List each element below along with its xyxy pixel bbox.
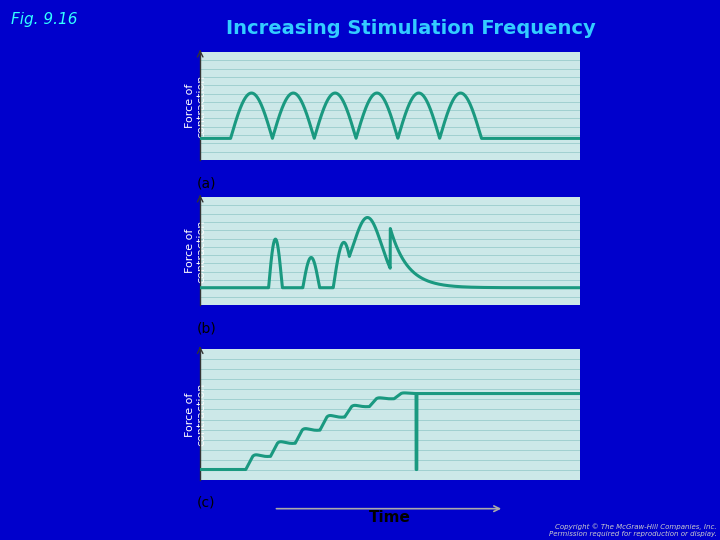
Text: Increasing Stimulation Frequency: Increasing Stimulation Frequency [225, 19, 595, 38]
Y-axis label: Force of
contraction: Force of contraction [185, 383, 207, 446]
Y-axis label: Force of
contraction: Force of contraction [185, 75, 207, 138]
Text: (c): (c) [197, 495, 215, 509]
Text: (a): (a) [197, 176, 216, 190]
Text: Copyright © The McGraw-Hill Companies, Inc.
Permission required for reproduction: Copyright © The McGraw-Hill Companies, I… [549, 523, 716, 537]
Y-axis label: Force of
contraction: Force of contraction [185, 219, 207, 282]
Text: Fig. 9.16: Fig. 9.16 [11, 12, 77, 27]
Text: Time: Time [369, 510, 411, 525]
Text: (b): (b) [197, 321, 216, 335]
